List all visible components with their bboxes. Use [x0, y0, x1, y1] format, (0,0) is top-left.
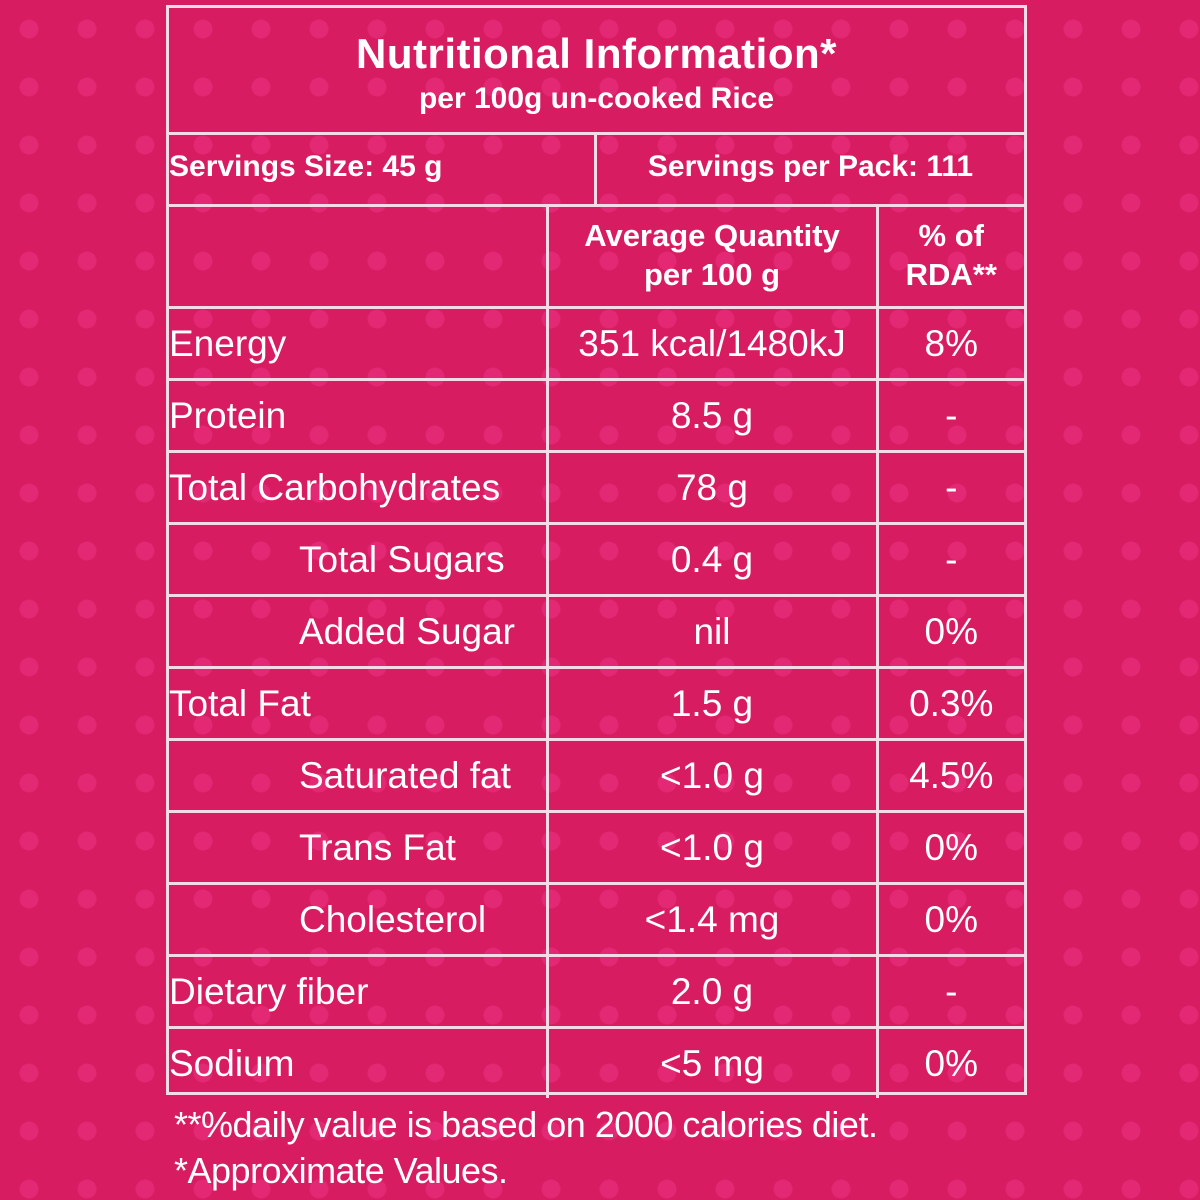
footnote-approx: *Approximate Values.: [174, 1150, 508, 1191]
table-row: Cholesterol <1.4 mg 0%: [169, 882, 1024, 957]
nutrient-rda: 4.5%: [875, 738, 1024, 813]
header-rda-line1: % of: [918, 218, 984, 253]
nutrient-name: Total Sugars: [169, 522, 549, 597]
header-quantity-line1: Average Quantity: [584, 218, 840, 253]
nutrient-value: nil: [545, 594, 879, 669]
table-row: Sodium <5 mg 0%: [169, 1026, 1024, 1098]
title-block: Nutritional Information* per 100g un-coo…: [169, 8, 1024, 135]
nutrient-rda: -: [875, 450, 1024, 525]
footnote-rda: **%daily value is based on 2000 calories…: [174, 1104, 878, 1145]
nutrient-rda: -: [875, 522, 1024, 597]
nutrient-name: Total Carbohydrates: [169, 450, 549, 525]
table-row: Energy 351 kcal/1480kJ 8%: [169, 306, 1024, 381]
table-row: Dietary fiber 2.0 g -: [169, 954, 1024, 1029]
page-title: Nutritional Information*: [356, 30, 837, 77]
nutrient-name: Cholesterol: [169, 882, 549, 957]
table-row: Saturated fat <1.0 g 4.5%: [169, 738, 1024, 813]
table-row: Total Fat 1.5 g 0.3%: [169, 666, 1024, 741]
nutrient-name: Dietary fiber: [169, 954, 549, 1029]
table-row: Trans Fat <1.0 g 0%: [169, 810, 1024, 885]
nutrient-rda: 0%: [875, 594, 1024, 669]
nutrient-rda: 0%: [875, 810, 1024, 885]
nutrient-rda: 0%: [875, 1026, 1024, 1098]
nutrient-name: Added Sugar: [169, 594, 549, 669]
header-rda: % of RDA**: [875, 204, 1024, 309]
nutrient-value: 351 kcal/1480kJ: [545, 306, 879, 381]
header-rda-line2: RDA**: [905, 257, 997, 292]
nutrient-name: Total Fat: [169, 666, 549, 741]
header-nutrient-blank: [169, 204, 549, 309]
page-subtitle: per 100g un-cooked Rice: [418, 82, 775, 115]
table-row: Added Sugar nil 0%: [169, 594, 1024, 669]
header-average-quantity: Average Quantity per 100 g: [545, 204, 879, 309]
header-quantity-line2: per 100 g: [643, 257, 781, 292]
servings-per-pack: Servings per Pack: 111: [647, 150, 974, 183]
nutrient-rda: -: [875, 378, 1024, 453]
nutrient-name: Energy: [169, 306, 549, 381]
nutrient-value: 1.5 g: [545, 666, 879, 741]
footnotes: **%daily value is based on 2000 calories…: [174, 1102, 878, 1194]
nutrient-value: <1.0 g: [545, 738, 879, 813]
nutrient-rda: 0%: [875, 882, 1024, 957]
table-row: Total Carbohydrates 78 g -: [169, 450, 1024, 525]
nutrient-name: Trans Fat: [169, 810, 549, 885]
nutrition-table: Average Quantity per 100 g % of RDA** En…: [169, 204, 1024, 1098]
nutrient-rda: 8%: [875, 306, 1024, 381]
servings-row: Servings Size: 45 g Servings per Pack: 1…: [169, 132, 1024, 207]
nutrient-name: Protein: [169, 378, 549, 453]
nutrition-panel: Nutritional Information* per 100g un-coo…: [166, 5, 1027, 1098]
nutrient-value: 2.0 g: [545, 954, 879, 1029]
table-row: Protein 8.5 g -: [169, 378, 1024, 453]
servings-size: Servings Size: 45 g: [169, 132, 597, 204]
nutrient-value: <1.0 g: [545, 810, 879, 885]
nutrient-value: 0.4 g: [545, 522, 879, 597]
nutrient-value: 78 g: [545, 450, 879, 525]
nutrient-rda: -: [875, 954, 1024, 1029]
nutrient-value: 8.5 g: [545, 378, 879, 453]
table-header-row: Average Quantity per 100 g % of RDA**: [169, 204, 1024, 309]
nutrient-value: <1.4 mg: [545, 882, 879, 957]
nutrient-name: Sodium: [169, 1026, 549, 1098]
nutrient-name: Saturated fat: [169, 738, 549, 813]
nutrient-rda: 0.3%: [875, 666, 1024, 741]
table-row: Total Sugars 0.4 g -: [169, 522, 1024, 597]
nutrient-value: <5 mg: [545, 1026, 879, 1098]
